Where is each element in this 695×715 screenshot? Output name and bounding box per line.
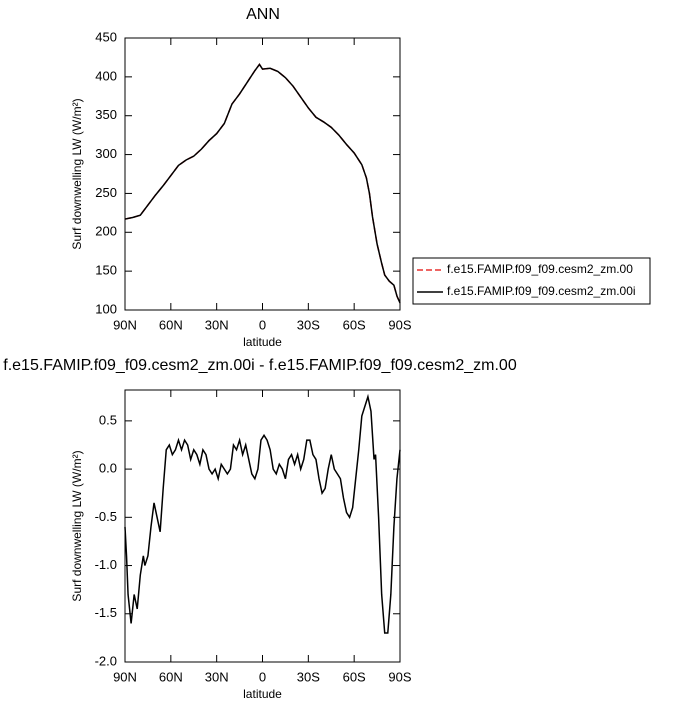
y-tick-label: 400 [95, 68, 117, 83]
y-tick-label: -1.5 [95, 605, 117, 620]
x-tick-label: 0 [259, 317, 266, 332]
y-tick-label: -1.0 [95, 557, 117, 572]
x-axis-label: latitude [243, 687, 282, 701]
y-tick-label: 100 [95, 301, 117, 316]
y-tick-label: 150 [95, 263, 117, 278]
y-tick-label: 200 [95, 224, 117, 239]
x-tick-label: 90N [113, 317, 137, 332]
data-line [124, 393, 401, 634]
y-tick-label: 0.5 [99, 412, 117, 427]
x-tick-label: 30N [205, 317, 229, 332]
legend-box [412, 257, 651, 305]
x-tick-label: 30S [297, 317, 320, 332]
legend-label: f.e15.FAMIP.f09_f09.cesm2_zm.00i [447, 284, 636, 298]
y-axis-label: Surf downwelling LW (W/m²) [70, 98, 84, 249]
y-tick-label: 250 [95, 185, 117, 200]
x-tick-label: 30N [205, 669, 229, 684]
y-tick-label: 0.0 [99, 461, 117, 476]
plot-frame [124, 389, 401, 663]
x-axis-label: latitude [243, 335, 282, 349]
x-tick-label: 60S [343, 317, 366, 332]
x-tick-label: 60N [159, 669, 183, 684]
y-tick-label: 350 [95, 107, 117, 122]
x-tick-label: 30S [297, 669, 320, 684]
y-tick-label: 300 [95, 146, 117, 161]
plot-frame [124, 37, 401, 311]
chart-title: ANN [246, 6, 280, 23]
x-tick-label: 90N [113, 669, 137, 684]
y-tick-label: 450 [95, 29, 117, 44]
x-tick-label: 60N [159, 317, 183, 332]
y-axis-label: Surf downwelling LW (W/m²) [70, 450, 84, 601]
data-line [124, 63, 401, 304]
x-tick-label: 90S [388, 669, 411, 684]
y-tick-label: -0.5 [95, 509, 117, 524]
x-tick-label: 0 [259, 669, 266, 684]
legend-label: f.e15.FAMIP.f09_f09.cesm2_zm.00 [447, 262, 633, 276]
data-line [124, 63, 401, 304]
chart-title: f.e15.FAMIP.f09_f09.cesm2_zm.00i - f.e15… [3, 357, 517, 374]
x-tick-label: 90S [388, 317, 411, 332]
x-tick-label: 60S [343, 669, 366, 684]
y-tick-label: -2.0 [95, 653, 117, 668]
